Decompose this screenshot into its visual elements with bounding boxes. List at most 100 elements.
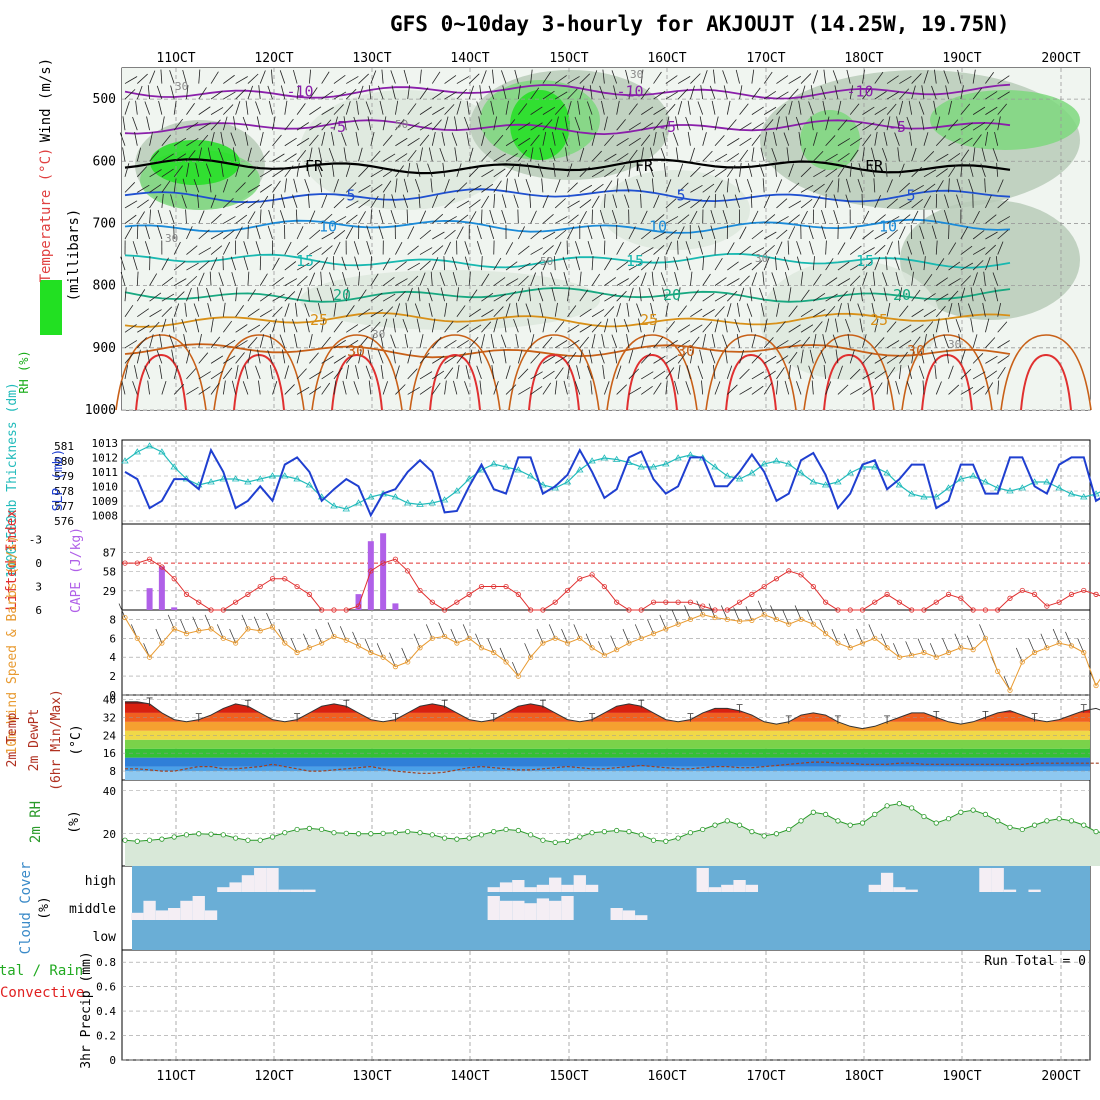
wind-barb xyxy=(358,199,371,209)
cloud-bar-high xyxy=(266,868,279,892)
wind-barb xyxy=(788,163,794,177)
wind-barb xyxy=(931,350,937,364)
wind-speed-point xyxy=(171,626,177,632)
isotherm-label: 5 xyxy=(906,186,915,204)
y-tick-wind: 6 xyxy=(109,632,116,645)
lifted-index-point xyxy=(146,556,153,562)
wind-barb xyxy=(897,147,900,162)
wind-barb xyxy=(382,293,396,302)
wind-barb xyxy=(985,131,989,146)
wind-barb xyxy=(591,150,602,162)
wind-barb xyxy=(685,116,691,131)
wind-barb xyxy=(309,229,321,240)
wind-barb xyxy=(641,385,653,395)
dewpoint-line xyxy=(125,761,1100,774)
wind-barb xyxy=(911,271,914,286)
wind-barb xyxy=(567,324,580,333)
cloud-bar-high xyxy=(561,884,574,892)
temp-minmax-marker xyxy=(687,713,694,722)
wind-barb xyxy=(419,386,432,395)
wind-barb xyxy=(726,242,735,255)
lifted-index-point xyxy=(306,591,312,597)
wind-barb xyxy=(481,209,483,224)
wind-barb xyxy=(714,116,719,131)
rh-point xyxy=(294,826,300,833)
wind-barb xyxy=(380,364,384,379)
wind-barb xyxy=(739,137,752,147)
wind-barb xyxy=(714,135,725,146)
wind-barb xyxy=(972,371,986,380)
wind-barb xyxy=(773,131,777,146)
wind-barb xyxy=(407,287,413,302)
wind-barb xyxy=(702,150,713,162)
wind-barb xyxy=(342,272,347,286)
wind-barb xyxy=(714,193,717,208)
wind-barb xyxy=(677,88,689,100)
wind-barb xyxy=(124,324,137,333)
lifted-index-point xyxy=(675,599,681,605)
wind-barb xyxy=(395,303,401,317)
wind-barb xyxy=(628,262,642,271)
wind-barb xyxy=(784,380,790,395)
wind-barb xyxy=(542,231,556,240)
wind-barb xyxy=(874,214,886,224)
wind-barb xyxy=(255,225,261,240)
wind-barb xyxy=(514,69,519,84)
wind-barb xyxy=(505,242,514,255)
wind-barb xyxy=(219,287,224,302)
wind-barb xyxy=(972,147,976,162)
wind-barb xyxy=(456,365,460,379)
wind-barb xyxy=(653,90,666,100)
x-tick-bottom: 18OCT xyxy=(844,1069,883,1084)
wind-barb xyxy=(513,318,519,333)
wind-speed-point xyxy=(970,647,976,653)
x-tick-bottom: 19OCT xyxy=(942,1069,981,1084)
wind-barb xyxy=(419,122,433,131)
wind-barb xyxy=(259,131,264,146)
wind-barb xyxy=(726,178,729,193)
lifted-index-point xyxy=(921,607,927,613)
wind-barb xyxy=(419,106,432,115)
wind-barb xyxy=(567,101,572,115)
lifted-index-point xyxy=(712,607,718,613)
thickness-point xyxy=(256,475,264,482)
wind-barb xyxy=(481,150,492,162)
wind-barb xyxy=(911,308,924,318)
wind-barb xyxy=(860,287,863,302)
wind-barb xyxy=(161,116,165,131)
wind-barb xyxy=(501,70,507,84)
rh-point xyxy=(1031,822,1038,828)
wind-barb xyxy=(665,103,676,115)
wind-barb xyxy=(358,271,361,286)
rh-point xyxy=(454,836,460,842)
wind-speed-point xyxy=(1081,649,1087,656)
wind-barb xyxy=(960,275,971,286)
wind-barb xyxy=(296,122,310,131)
wind-barb xyxy=(859,318,863,333)
wind-barb xyxy=(491,364,495,379)
wind-barb xyxy=(604,257,612,271)
x-tick-bottom: 17OCT xyxy=(746,1069,785,1084)
wind-barb xyxy=(886,116,891,131)
wind-speed-point xyxy=(515,673,521,679)
wind-barb xyxy=(837,164,846,178)
rh-point xyxy=(380,830,386,836)
wind-barb xyxy=(481,195,490,209)
thickness-point xyxy=(785,460,793,467)
wind-barb xyxy=(616,242,624,255)
temp-minmax-marker xyxy=(884,715,891,724)
wind-barb xyxy=(456,287,459,302)
wind-barb xyxy=(296,349,301,364)
wind-speed-point xyxy=(675,621,681,627)
lifted-index-point xyxy=(331,607,337,613)
wind-barb xyxy=(763,318,768,333)
wind-barb xyxy=(431,119,442,131)
cloud-bar-high xyxy=(1028,889,1041,892)
wind-barb xyxy=(837,261,850,271)
wind-barb xyxy=(776,229,788,240)
wind-barb xyxy=(149,195,158,209)
wind-barb xyxy=(567,214,579,224)
wind-barb xyxy=(812,195,821,209)
rh-point xyxy=(650,837,657,843)
wind-barb xyxy=(923,273,933,286)
